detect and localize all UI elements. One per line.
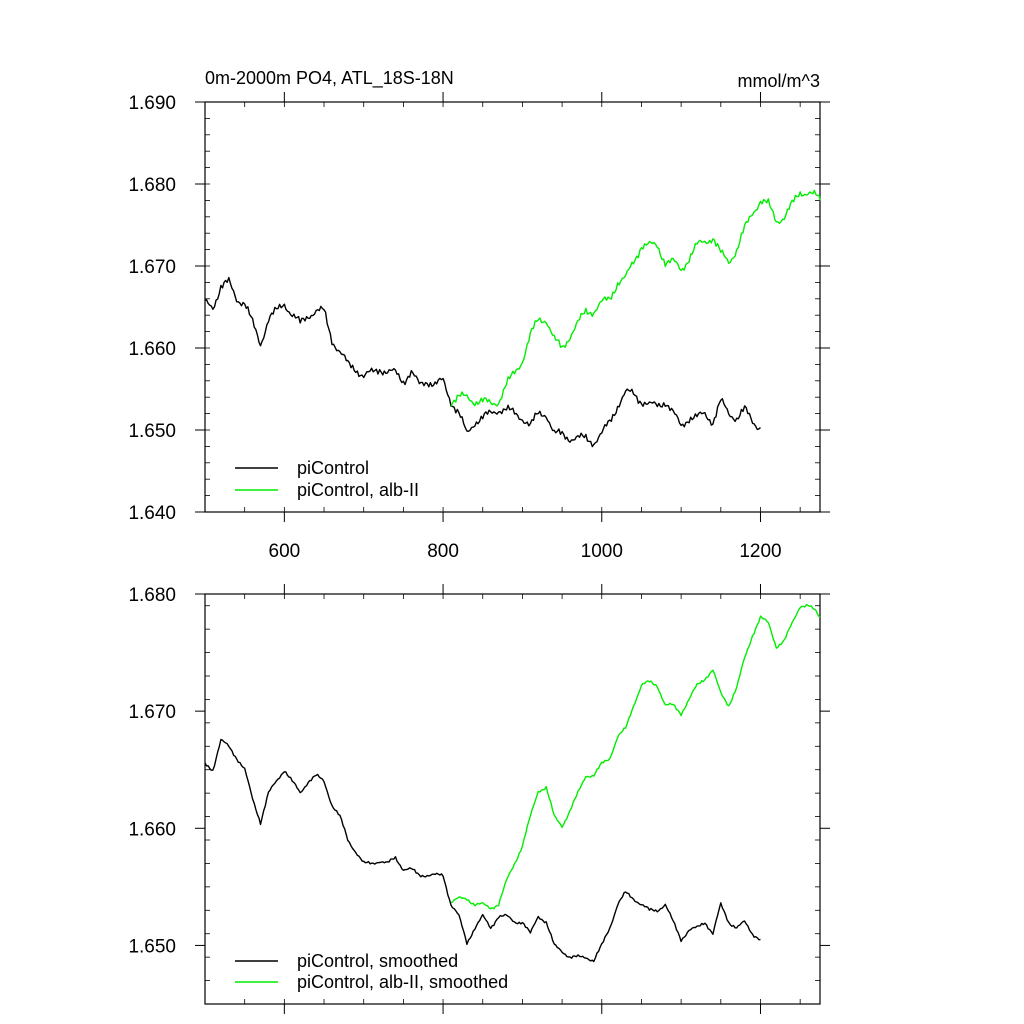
y-tick-label: 1.640: [128, 503, 176, 524]
series-line-alb-ii: [450, 189, 821, 407]
x-tick-label: 600: [269, 541, 301, 562]
legend-label: piControl, alb-II: [297, 480, 419, 500]
legend-label: piControl: [297, 458, 369, 478]
legend-label: piControl, smoothed: [297, 951, 458, 971]
y-tick-label: 1.670: [128, 257, 176, 278]
plot-frame: [204, 593, 821, 1005]
top-panel: 1.640 1.650 1.660 1.670 1.680 1.690 600 800 1000…: [128, 92, 830, 562]
plot-frame: [204, 101, 821, 513]
x-tick-label: 1200: [739, 541, 781, 562]
y-tick-label: 1.660: [128, 339, 176, 360]
y-tick-label: 1.650: [128, 936, 176, 957]
y-tick-label: 1.680: [128, 175, 176, 196]
bottom-panel: 1.650 1.660 1.670 1.680 piControl, smoothedp…: [128, 584, 830, 1014]
x-tick-label: 800: [427, 541, 459, 562]
y-tick-label: 1.680: [128, 585, 176, 606]
chart-title: 0m-2000m PO4, ATL_18S-18N: [205, 68, 454, 89]
y-tick-label: 1.660: [128, 819, 176, 840]
series-line-picontrol: [204, 738, 761, 963]
series-line-picontrol: [204, 276, 761, 448]
y-tick-label: 1.690: [128, 93, 176, 114]
legend-label: piControl, alb-II, smoothed: [297, 972, 508, 992]
y-tick-label: 1.670: [128, 702, 176, 723]
units-label: mmol/m^3: [738, 71, 820, 91]
y-tick-label: 1.650: [128, 421, 176, 442]
series-line-alb-ii: [450, 603, 821, 910]
x-tick-label: 1000: [581, 541, 623, 562]
